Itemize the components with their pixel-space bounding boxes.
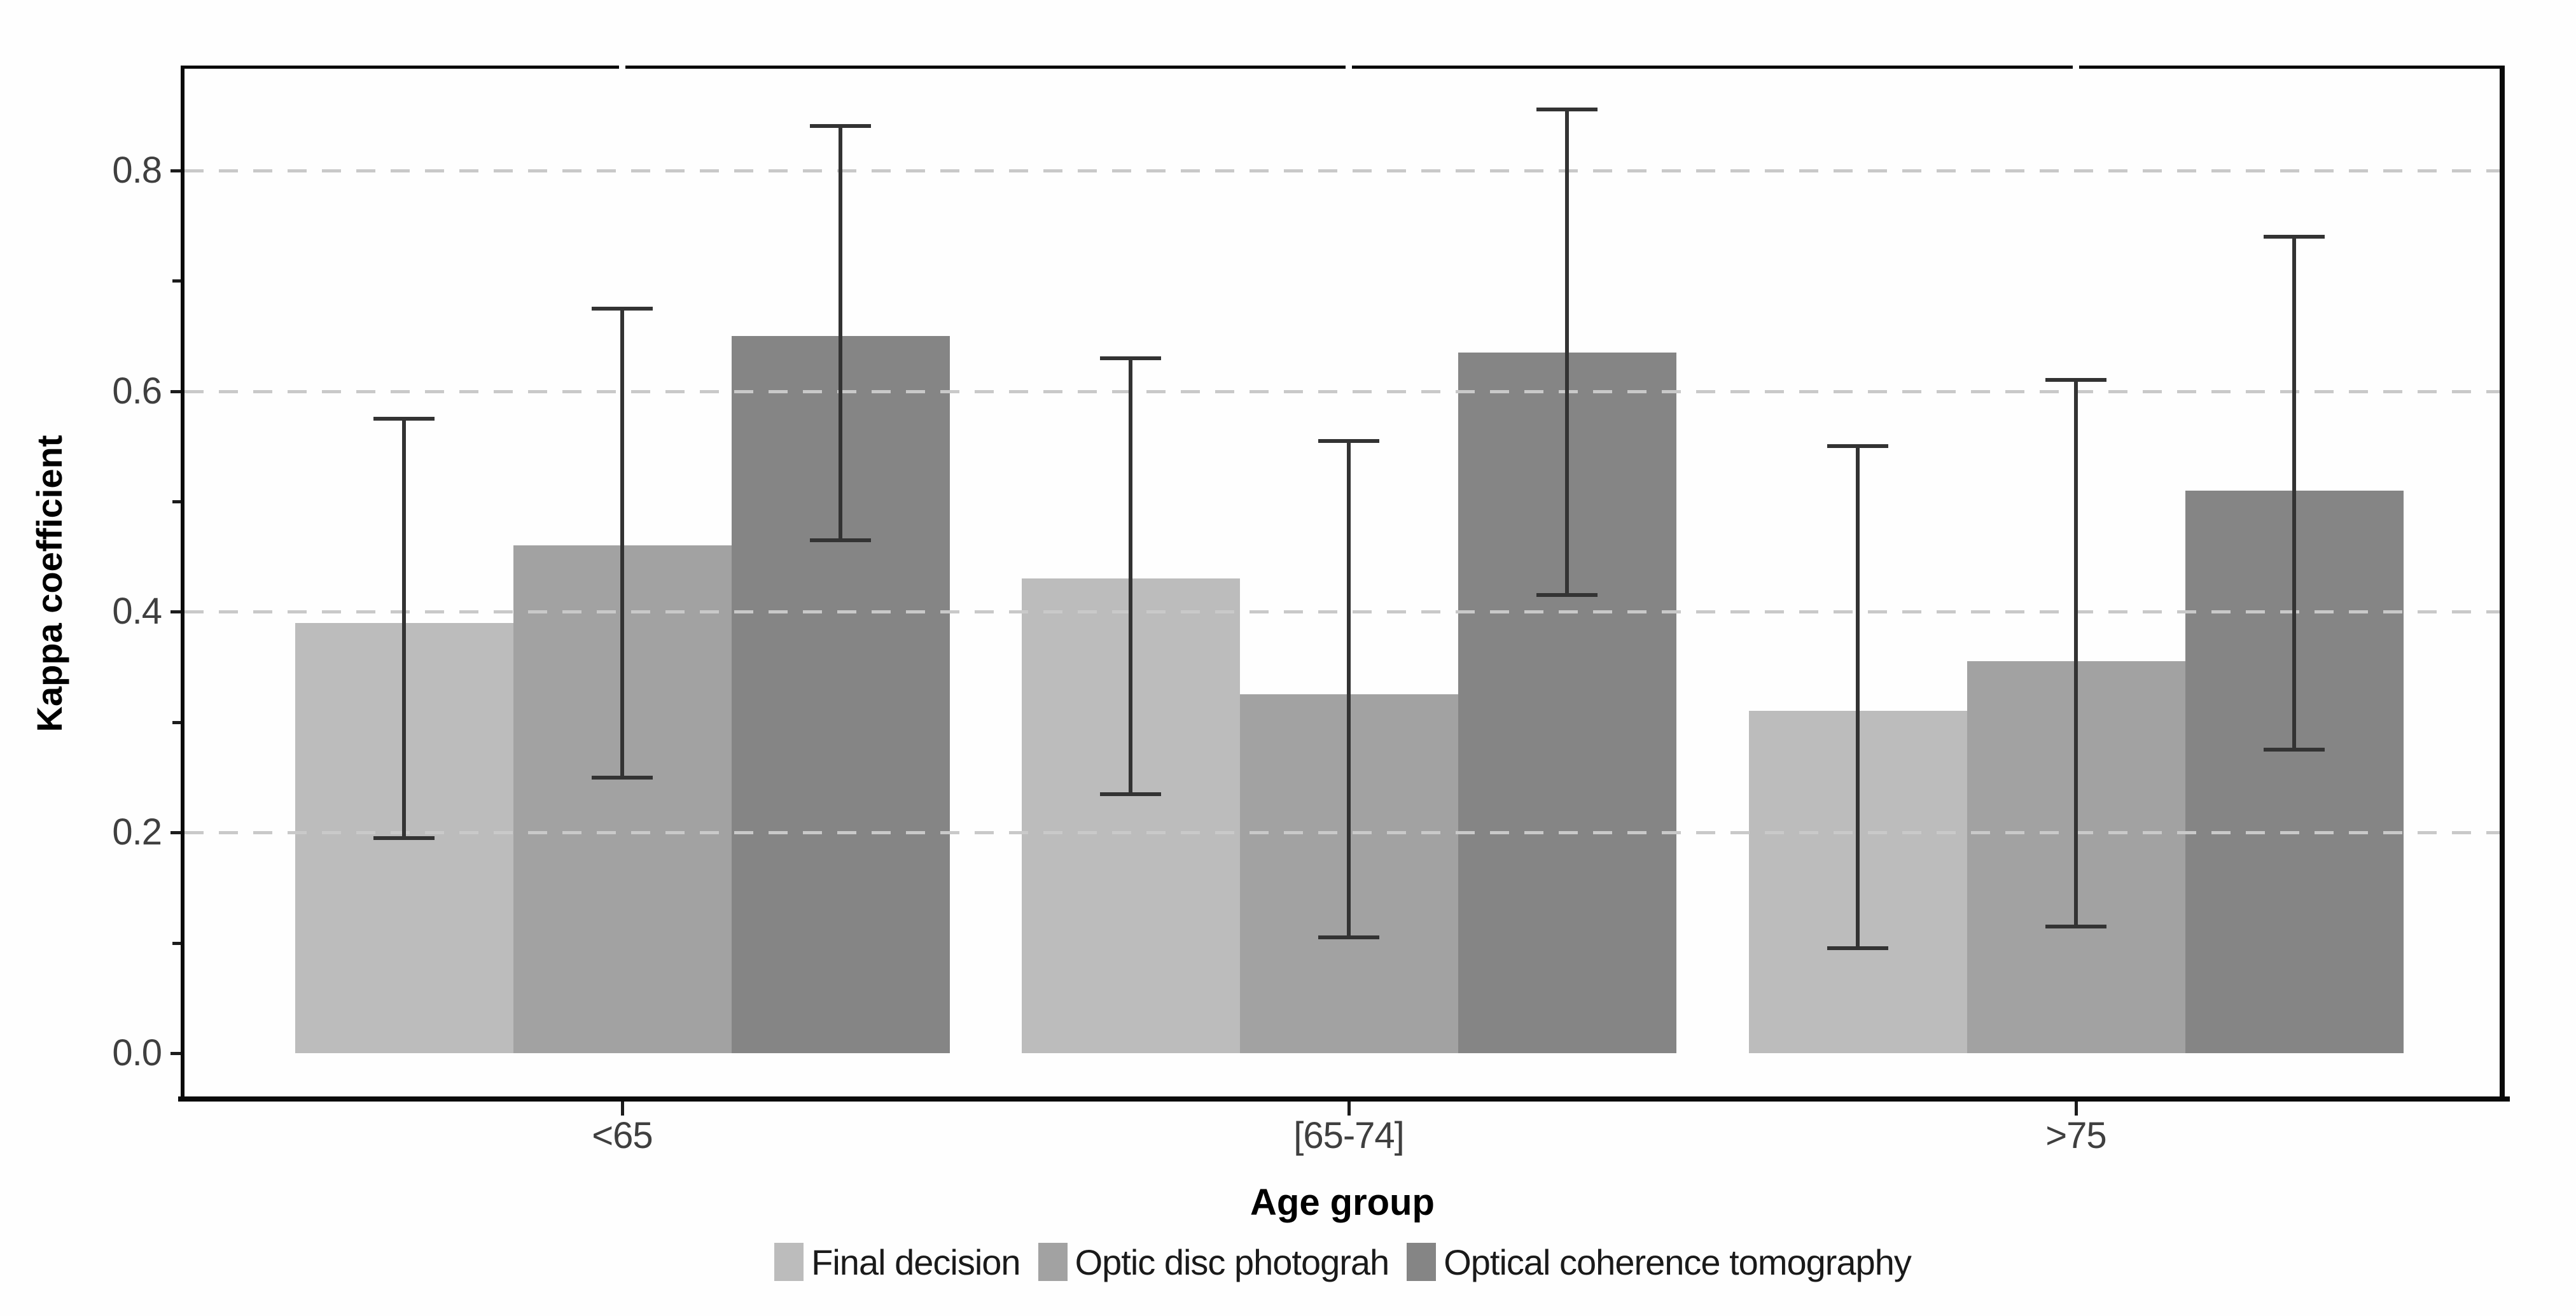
y-tick-label: 0.0 <box>112 1032 162 1074</box>
x-tick-label: >75 <box>2045 1115 2106 1156</box>
error-bar-cap-bottom <box>1536 593 1598 598</box>
x-tick <box>2075 1102 2078 1116</box>
y-tick-label: 0.6 <box>112 370 162 412</box>
legend-swatch <box>774 1243 804 1281</box>
legend-swatch <box>1407 1243 1437 1281</box>
error-bar-line <box>1856 446 1860 949</box>
y-tick-label: 0.4 <box>112 591 162 633</box>
legend: Final decision Optic disc photograh Optica… <box>181 1233 2505 1291</box>
x-tick <box>1347 1102 1351 1116</box>
x-tick-label: <65 <box>592 1115 653 1156</box>
y-tick <box>171 610 181 614</box>
legend-label: Optic disc photograh <box>1075 1242 1390 1282</box>
error-bar-cap-bottom <box>2045 924 2106 928</box>
y-tick-label: 0.2 <box>112 811 162 853</box>
error-bar-cap-bottom <box>592 775 653 780</box>
y-axis-title: Kappa coefficient <box>29 435 69 732</box>
error-bar-cap-bottom <box>1318 935 1379 939</box>
legend-item: Final decision <box>774 1242 1021 1283</box>
error-bar-cap-top <box>373 416 435 421</box>
y-minor-tick <box>172 941 181 945</box>
legend-swatch <box>1038 1243 1068 1281</box>
error-bar-cap-top <box>810 124 871 129</box>
panel-border-left <box>181 66 184 1102</box>
error-bar-line <box>402 418 406 838</box>
top-border-gap <box>2073 66 2079 69</box>
top-border-gap <box>1346 66 1352 69</box>
error-bar-cap-top <box>2264 234 2325 239</box>
error-bar-cap-top <box>1100 356 1161 360</box>
error-bar-line <box>620 308 624 778</box>
legend-label: Optical coherence tomography <box>1444 1242 1912 1282</box>
error-bar-cap-top <box>1318 438 1379 443</box>
error-bar-line <box>1347 440 1351 937</box>
x-tick-label: [65-74] <box>1293 1115 1405 1156</box>
y-minor-tick <box>172 279 181 283</box>
panel-border-bottom <box>178 1096 2510 1102</box>
y-minor-tick <box>172 500 181 503</box>
error-bar-cap-bottom <box>373 836 435 840</box>
error-bar-cap-bottom <box>810 538 871 542</box>
y-tick <box>171 1052 181 1055</box>
error-bar-cap-bottom <box>1827 946 1888 951</box>
error-bar-cap-top <box>1536 108 1598 112</box>
gridline <box>184 169 2501 172</box>
legend-item: Optical coherence tomography <box>1407 1242 1912 1283</box>
y-minor-tick <box>172 720 181 724</box>
panel-border-top <box>181 66 2505 69</box>
error-bar-cap-top <box>1827 444 1888 449</box>
panel-border-right <box>2500 66 2505 1102</box>
error-bar-cap-bottom <box>1100 792 1161 796</box>
gridline <box>184 831 2501 835</box>
error-bar-cap-top <box>592 306 653 311</box>
error-bar-cap-top <box>2045 378 2106 382</box>
top-border-gap <box>619 66 625 69</box>
gridline <box>184 610 2501 614</box>
legend-item: Optic disc photograh <box>1038 1242 1389 1283</box>
error-bar-line <box>1565 109 1569 596</box>
y-tick <box>171 389 181 393</box>
legend-label: Final decision <box>811 1242 1020 1282</box>
gridline <box>184 389 2501 393</box>
y-tick <box>171 169 181 172</box>
x-axis-title: Age group <box>1250 1182 1435 1223</box>
error-bar-line <box>1129 358 1132 794</box>
error-bar-line <box>2292 236 2296 750</box>
x-tick <box>621 1102 624 1116</box>
error-bar-line <box>2074 380 2078 927</box>
error-bar-cap-bottom <box>2264 748 2325 752</box>
y-tick-label: 0.8 <box>112 149 162 191</box>
error-bar-line <box>839 126 842 540</box>
y-tick <box>171 831 181 835</box>
